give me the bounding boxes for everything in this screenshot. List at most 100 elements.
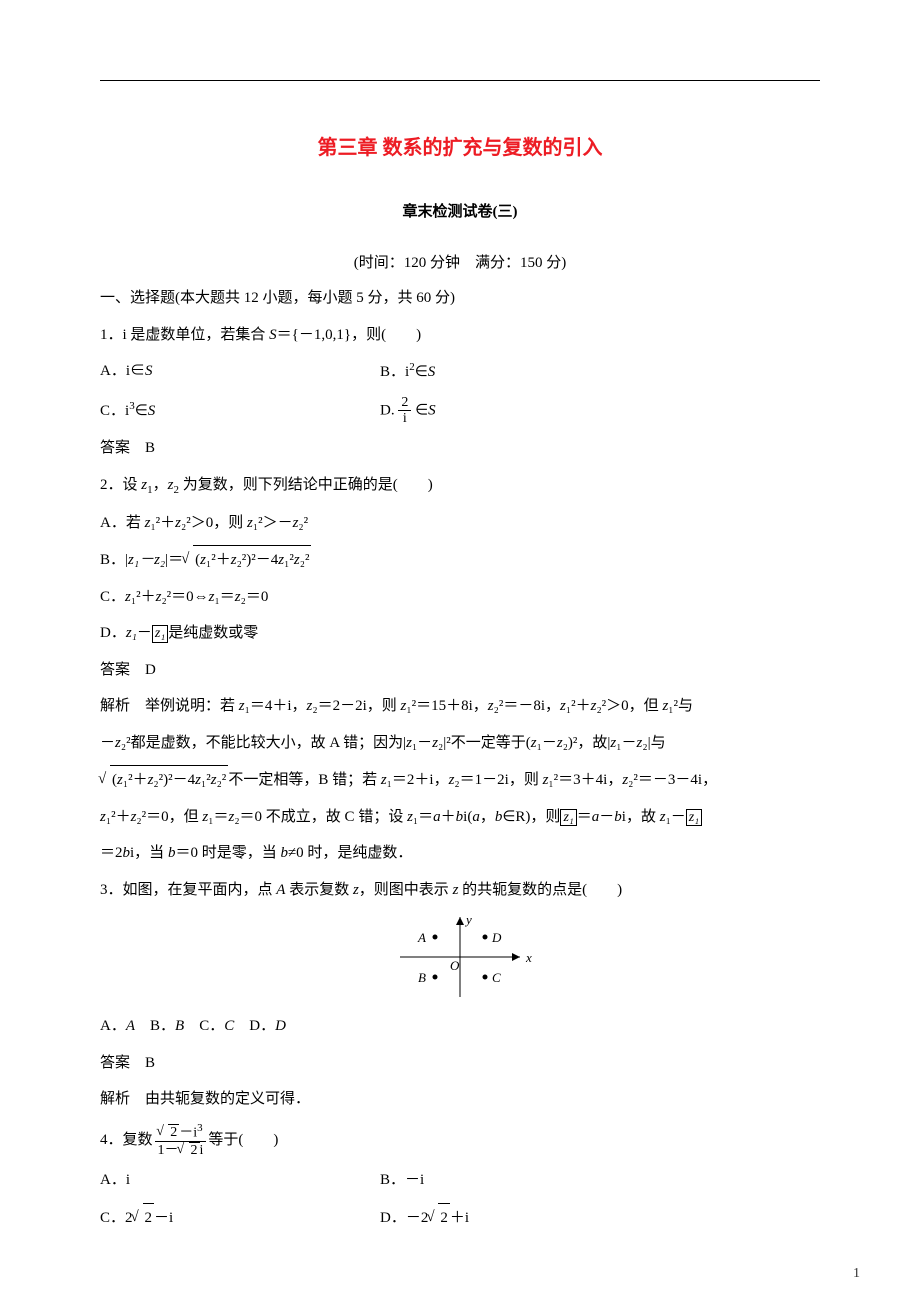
q4-fraction: 2－i3 1－2i [155, 1122, 207, 1158]
q4-d-sqrt: 2 [438, 1203, 450, 1233]
y-label: y [464, 912, 472, 927]
point-c-dot [483, 975, 488, 980]
q3-diagram: x y O A D B C [380, 912, 540, 1002]
q2-expl4-box1: z₁ [560, 809, 576, 826]
q4-d-post: ＋i [450, 1210, 469, 1226]
q1-opt-d: D. 2 i ∈S [380, 395, 820, 427]
q2-opt-b: B．|z₁－z₂|＝(z₁²＋z₂²)²－4z₁²z₂² [100, 545, 820, 575]
y-arrow [456, 917, 464, 925]
point-a-label: A [417, 930, 426, 945]
q4-row-ab: A．i B．－i [100, 1166, 820, 1195]
q1-opt-a: A．i∈S [100, 357, 380, 387]
point-d-dot [483, 935, 488, 940]
q1-opt-b: B．i2∈S [380, 357, 820, 387]
top-rule [100, 80, 820, 81]
q4-d-pre: D．－2 [380, 1210, 428, 1226]
q1-c-s: S [148, 403, 156, 419]
q2-opt-c: C．z₁²＋z₂²＝0⇔z₁＝z₂＝0 [100, 583, 820, 612]
q1-d-frac: 2 i [398, 395, 411, 427]
q1-b-pre: B．i [380, 364, 409, 380]
complex-plane-svg: x y O A D B C [380, 912, 540, 1002]
q2-stem-b: ， [153, 477, 168, 493]
q1-b-post: ∈ [415, 364, 428, 380]
q2-expl-4: z₁²＋z₂²＝0，但 z₁＝z₂＝0 不成立，故 C 错；设 z₁＝a＋bi(… [100, 803, 820, 832]
q2-stem-a: 2．设 [100, 477, 141, 493]
q4-opt-d: D．－2 2＋i [380, 1203, 820, 1233]
q4-stem-post: 等于( ) [208, 1126, 278, 1155]
q2-expl3-sqrt: (z₁²＋z₂²)²－4z₁²z₂² [100, 765, 228, 795]
q3-answer: 答案 B [100, 1049, 820, 1078]
q2-expl-1: 解析 举例说明：若 z₁＝4＋i，z₂＝2－2i，则 z₁²＝15＋8i，z₂²… [100, 692, 820, 721]
q1-c-pre: C．i [100, 403, 129, 419]
q1-d-num: 2 [398, 395, 411, 411]
point-b-dot [433, 975, 438, 980]
q4-den-a: 1－ [158, 1143, 179, 1158]
q3-explanation: 解析 由共轭复数的定义可得． [100, 1085, 820, 1114]
q3-options: A．A B．B C．C D．D [100, 1012, 820, 1041]
q4-den-b: i [200, 1143, 204, 1158]
q2-expl4-box2: z₁ [686, 809, 702, 826]
q2-opt-d: D．z₁－z₁是纯虚数或零 [100, 619, 820, 648]
q2-b-sqrt: (z₁²＋z₂²)²－4z₁²z₂² [183, 545, 311, 575]
q2-d-box: z₁ [152, 625, 168, 642]
q1-a-s: S [145, 363, 153, 379]
q4-num-sqrt: 2 [168, 1124, 179, 1140]
q2-d-post: 是纯虚数或零 [168, 625, 258, 641]
q4-row-cd: C．22－i D．－22＋i [100, 1203, 820, 1233]
q1-row-cd: C．i3∈S D. 2 i ∈S [100, 395, 820, 427]
q4-stem-pre: 4．复数 [100, 1126, 153, 1155]
q1-stem-text: 1．i 是虚数单位，若集合 [100, 327, 269, 343]
q2-stem-c: 为复数，则下列结论中正确的是( ) [179, 477, 433, 493]
q4-frac-den: 1－ 2i [155, 1142, 207, 1158]
q4-frac-num: 2－i3 [155, 1122, 207, 1142]
page-content: 第三章 数系的扩充与复数的引入 章末检测试卷(三) (时间：120 分钟 满分：… [0, 0, 920, 1280]
q2-expl-3: (z₁²＋z₂²)²－4z₁²z₂²不一定相等，B 错；若 z₁＝2＋i，z₂＝… [100, 765, 820, 795]
q1-c-post: ∈ [135, 403, 148, 419]
q1-b-s: S [428, 364, 436, 380]
exam-timing: (时间：120 分钟 满分：150 分) [100, 251, 820, 272]
q1-opt-c: C．i3∈S [100, 396, 380, 426]
q2-stem: 2．设 z1，z2 为复数，则下列结论中正确的是( ) [100, 471, 820, 501]
q2-expl3-post: 不一定相等，B 错；若 z₁＝2＋i，z₂＝1－2i，则 z₁²＝3＋4i，z₂… [228, 772, 717, 788]
q4-c-sqrt: 2 [143, 1203, 155, 1233]
x-label: x [525, 950, 532, 965]
q2-expl-5: ＝2bi，当 b＝0 时是零，当 b≠0 时，是纯虚数． [100, 839, 820, 868]
q2-expl-label: 解析 [100, 698, 145, 714]
q1-a-pre: A．i∈ [100, 363, 145, 379]
chapter-title: 第三章 数系的扩充与复数的引入 [100, 131, 820, 160]
q2-b-mid: z₁－z₂ [128, 552, 165, 568]
q1-stem: 1．i 是虚数单位，若集合 S＝{－1,0,1}，则( ) [100, 321, 820, 350]
q4-opt-b: B．－i [380, 1166, 820, 1195]
origin-label: O [450, 958, 460, 973]
q1-d-s: S [428, 402, 436, 418]
q2-d-mid: － [137, 625, 152, 641]
q4-opt-a: A．i [100, 1166, 380, 1195]
page-number: 1 [853, 1266, 860, 1282]
q4-c-post: －i [154, 1210, 173, 1226]
q1-answer: 答案 B [100, 434, 820, 463]
q1-set-var: S [269, 327, 277, 343]
q4-stem: 4．复数 2－i3 1－2i 等于( ) [100, 1122, 820, 1158]
section-1-heading: 一、选择题(本大题共 12 小题，每小题 5 分，共 60 分) [100, 284, 820, 313]
q1-d-post: ∈ [415, 402, 428, 418]
subtitle: 章末检测试卷(三) [100, 200, 820, 221]
q4-c-pre: C．2 [100, 1210, 133, 1226]
q4-den-sqrt: 2 [189, 1142, 200, 1158]
point-a-dot [433, 935, 438, 940]
q3-stem: 3．如图，在复平面内，点 A 表示复数 z，则图中表示 z 的共轭复数的点是( … [100, 876, 820, 905]
point-d-label: D [491, 930, 502, 945]
q1-set-eq: ＝{－1,0,1}，则( ) [277, 327, 421, 343]
q2-b-pre: B．| [100, 552, 128, 568]
q2-d-pre: D． [100, 625, 126, 641]
q4-num-sup: 3 [197, 1122, 203, 1134]
q1-d-pre: D. [380, 402, 395, 418]
q2-d-z1: z₁ [126, 625, 137, 641]
x-arrow [512, 953, 520, 961]
point-b-label: B [418, 970, 426, 985]
q1-row-ab: A．i∈S B．i2∈S [100, 357, 820, 387]
q2-answer: 答案 D [100, 656, 820, 685]
q4-opt-c: C．2 2－i [100, 1203, 380, 1233]
q2-opt-a: A．若 z₁²＋z₂²＞0，则 z₁²＞－z₂² [100, 509, 820, 538]
q1-d-den: i [398, 411, 411, 426]
q2-expl-2: －z₂²都是虚数，不能比较大小，故 A 错；因为|z₁－z₂|²不一定等于(z₁… [100, 729, 820, 758]
